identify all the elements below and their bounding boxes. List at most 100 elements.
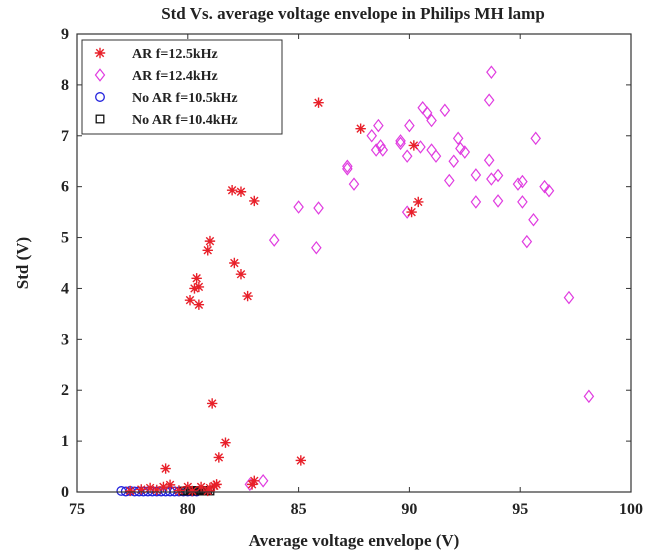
- y-tick-label-1: 1: [61, 433, 69, 450]
- data-point-diamond-24: [430, 149, 442, 163]
- data-point-asterisk-8: [182, 481, 193, 493]
- legend: AR f=12.5kHz AR f=12.4kHz No AR f=10.5kHz N…: [81, 39, 283, 135]
- data-point-diamond-1: [257, 474, 269, 488]
- data-point-asterisk-26: [235, 268, 247, 280]
- y-tick-label-6: 6: [61, 179, 69, 196]
- data-point-diamond-13: [377, 143, 389, 157]
- data-point-asterisk-23: [202, 245, 213, 256]
- y-tick-label-5: 5: [61, 230, 69, 247]
- data-point-asterisk-28: [226, 185, 238, 196]
- y-tick-label-8: 8: [61, 77, 69, 94]
- data-point-asterisk-27: [242, 290, 253, 302]
- data-point-diamond-25: [439, 103, 451, 118]
- data-point-diamond-11: [373, 118, 384, 133]
- data-point-diamond-31: [470, 195, 482, 209]
- data-point-diamond-18: [404, 118, 415, 133]
- data-point-diamond-46: [543, 183, 555, 198]
- data-point-asterisk-1: [136, 484, 147, 495]
- data-point-diamond-22: [426, 113, 437, 128]
- y-tick-label-0: 0: [61, 484, 69, 501]
- x-tick-label-95: 95: [512, 501, 528, 518]
- data-point-asterisk-21: [193, 281, 205, 293]
- data-point-diamond-2: [268, 233, 280, 247]
- data-point-asterisk-37: [413, 196, 424, 208]
- data-point-asterisk-29: [235, 186, 247, 197]
- data-point-diamond-37: [492, 168, 504, 183]
- legend-marker-0: [94, 47, 106, 59]
- data-point-diamond-28: [452, 131, 464, 146]
- data-point-asterisk-17: [220, 437, 231, 448]
- data-point-diamond-38: [492, 194, 504, 208]
- data-point-diamond-12: [375, 139, 386, 153]
- data-point-asterisk-30: [249, 195, 260, 207]
- x-tick-label-80: 80: [180, 501, 196, 518]
- data-point-asterisk-31: [246, 479, 258, 490]
- x-tick-label-90: 90: [401, 501, 417, 518]
- data-point-diamond-21: [421, 106, 433, 120]
- data-point-diamond-40: [517, 174, 528, 189]
- plot-area: [76, 33, 632, 493]
- data-point-asterisk-19: [191, 273, 202, 284]
- legend-marker-3: [95, 114, 105, 124]
- data-point-diamond-3: [293, 200, 304, 214]
- data-point-asterisk-2: [144, 482, 156, 494]
- data-point-diamond-39: [512, 177, 524, 191]
- data-point-diamond-5: [313, 201, 324, 215]
- data-point-diamond-15: [395, 134, 406, 148]
- data-point-asterisk-33: [295, 455, 307, 466]
- data-point-asterisk-7: [173, 485, 185, 496]
- data-point-asterisk-12: [204, 482, 216, 494]
- y-tick-label-7: 7: [61, 128, 69, 145]
- data-point-asterisk-25: [229, 257, 240, 269]
- data-point-diamond-9: [366, 129, 378, 143]
- data-point-diamond-45: [539, 179, 550, 194]
- data-point-asterisk-18: [184, 294, 196, 306]
- x-tick-label-85: 85: [291, 501, 307, 518]
- y-tick-label-3: 3: [61, 331, 69, 348]
- data-point-diamond-41: [517, 195, 528, 209]
- data-point-diamond-4: [311, 240, 322, 255]
- data-point-asterisk-15: [206, 398, 218, 409]
- data-point-asterisk-9: [187, 485, 198, 497]
- data-point-asterisk-5: [160, 463, 171, 474]
- data-point-diamond-47: [563, 290, 575, 305]
- data-point-diamond-6: [342, 162, 353, 176]
- data-point-asterisk-36: [406, 206, 417, 218]
- data-point-asterisk-35: [355, 123, 366, 134]
- ticks-layer: 75 80 85 90 95 100 0 1 2 3 4 5 6 7 8 9: [61, 26, 643, 518]
- y-tick-label-9: 9: [61, 26, 69, 43]
- y-tick-label-4: 4: [61, 280, 69, 297]
- x-tick-label-100: 100: [619, 501, 643, 518]
- data-point-diamond-14: [395, 136, 406, 151]
- legend-marker-2: [95, 92, 105, 102]
- data-point-asterisk-4: [158, 481, 169, 493]
- data-point-diamond-27: [448, 154, 460, 168]
- legend-label-3: No AR f=10.4kHz: [132, 113, 238, 128]
- data-point-asterisk-10: [195, 481, 207, 493]
- legend-label-0: AR f=12.5kHz: [132, 47, 218, 62]
- data-point-asterisk-3: [151, 484, 162, 496]
- legend-label-1: AR f=12.4kHz: [132, 69, 218, 84]
- data-point-diamond-8: [348, 177, 360, 191]
- data-point-asterisk-24: [204, 235, 216, 247]
- data-point-diamond-34: [486, 65, 497, 79]
- chart-title: Std Vs. average voltage envelope in Phil…: [161, 4, 545, 23]
- data-point-asterisk-38: [408, 140, 420, 151]
- data-point-diamond-16: [401, 149, 413, 163]
- data-point-diamond-33: [483, 93, 495, 107]
- data-point-diamond-48: [583, 389, 595, 404]
- data-point-diamond-32: [470, 168, 482, 182]
- data-point-asterisk-34: [313, 97, 324, 108]
- data-point-diamond-7: [342, 159, 353, 174]
- data-point-diamond-35: [483, 153, 495, 167]
- data-point-asterisk-6: [164, 479, 176, 491]
- data-point-diamond-30: [459, 145, 471, 159]
- legend-label-2: No AR f=10.5kHz: [132, 91, 238, 106]
- legend-box: [81, 39, 283, 135]
- x-tick-label-75: 75: [69, 501, 85, 518]
- y-axis-label: Std (V): [13, 237, 32, 289]
- data-point-asterisk-20: [189, 283, 200, 294]
- data-point-asterisk-32: [249, 475, 260, 487]
- data-point-diamond-43: [528, 212, 539, 227]
